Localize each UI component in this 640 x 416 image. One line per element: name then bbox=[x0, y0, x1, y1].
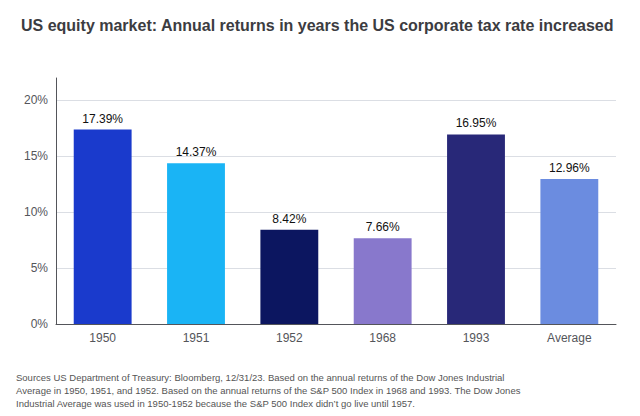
svg-text:8.42%: 8.42% bbox=[272, 212, 306, 226]
svg-text:Sources US Department of Treas: Sources US Department of Treasury: Bloom… bbox=[16, 372, 507, 383]
svg-text:12.96%: 12.96% bbox=[549, 161, 590, 175]
svg-text:17.39%: 17.39% bbox=[82, 112, 123, 126]
svg-text:Average in 1950, 1951, and 195: Average in 1950, 1951, and 1952. Based o… bbox=[16, 385, 523, 396]
svg-text:Industrial Average was used in: Industrial Average was used in 1950-1952… bbox=[16, 398, 415, 409]
svg-text:15%: 15% bbox=[24, 149, 48, 163]
svg-text:1968: 1968 bbox=[369, 331, 396, 345]
svg-text:1950: 1950 bbox=[89, 331, 116, 345]
svg-text:14.37%: 14.37% bbox=[176, 145, 217, 159]
svg-text:1951: 1951 bbox=[183, 331, 210, 345]
svg-text:5%: 5% bbox=[31, 261, 49, 275]
svg-text:1952: 1952 bbox=[276, 331, 303, 345]
svg-text:Average: Average bbox=[547, 331, 592, 345]
svg-text:16.95%: 16.95% bbox=[456, 116, 497, 130]
svg-text:1993: 1993 bbox=[463, 331, 490, 345]
svg-text:0%: 0% bbox=[31, 317, 49, 331]
svg-text:7.66%: 7.66% bbox=[366, 220, 400, 234]
svg-text:20%: 20% bbox=[24, 93, 48, 107]
svg-text:10%: 10% bbox=[24, 205, 48, 219]
svg-text:US equity market: Annual retur: US equity market: Annual returns in year… bbox=[21, 17, 614, 34]
